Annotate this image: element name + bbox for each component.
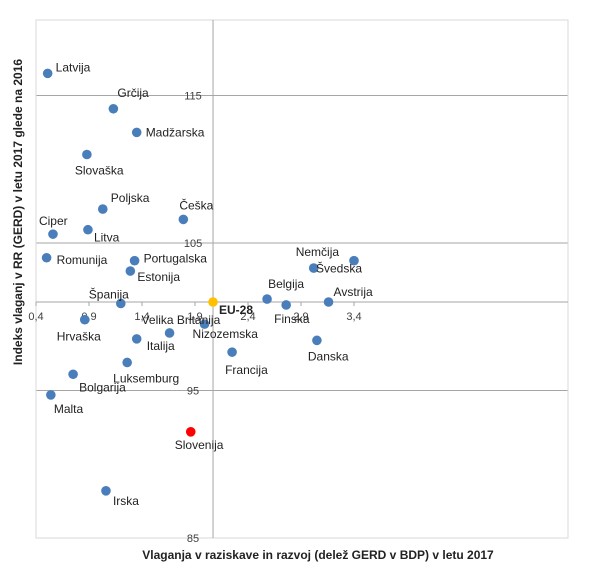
x-tick-label: 2,9: [293, 311, 308, 323]
point-poljska: [97, 204, 108, 214]
point-labels: Latvija Grčija Madžarska Slovaška Poljska Češ…: [39, 60, 373, 507]
point-velika-britanija: [164, 328, 175, 338]
point-label: Nizozemska: [193, 327, 259, 341]
point-hrvaška: [79, 314, 90, 325]
point-španija: [116, 298, 126, 309]
y-tick-label: 105: [184, 238, 202, 250]
point-litva: [83, 224, 93, 235]
point-label: Velika Britanija: [142, 313, 221, 327]
point-bolgarija: [68, 369, 78, 380]
point-madžarska: [131, 127, 142, 138]
point-estonija: [125, 266, 136, 276]
point-label: Finska: [274, 312, 310, 326]
point-label: Francija: [225, 363, 268, 377]
x-axis-title: Vlaganja v raziskave in razvoj (delež GE…: [142, 548, 494, 562]
point-label: Švedska: [316, 261, 362, 276]
point-label: Malta: [54, 402, 84, 416]
x-tick-label: 1,9: [187, 311, 202, 323]
point-label: Estonija: [137, 270, 180, 284]
point-romunija: [41, 252, 52, 263]
point-label: EU-28: [219, 303, 253, 317]
x-tick-label: 1,4: [134, 311, 149, 323]
point-švedska: [349, 255, 359, 266]
point-label: Nemčija: [296, 245, 340, 259]
point-label: Danska: [308, 349, 349, 363]
point-label: Grčija: [117, 86, 149, 100]
point-slovenija: [185, 427, 196, 437]
point-label: Poljska: [111, 191, 150, 205]
point-portugalska: [129, 255, 140, 266]
point-label: Madžarska: [146, 125, 205, 139]
point-nizozemska: [199, 319, 210, 329]
point-label: Avstrija: [334, 285, 373, 299]
plot-area-border: [35, 19, 569, 539]
x-tick-label: 2,4: [240, 311, 255, 323]
point-češka: [178, 214, 189, 225]
point-label: Irska: [113, 494, 139, 508]
point-irska: [101, 486, 111, 496]
point-francija: [227, 347, 237, 357]
point-nemčija: [308, 263, 319, 273]
point-label: Romunija: [57, 253, 108, 267]
point-grčija: [108, 103, 119, 114]
point-danska: [312, 335, 322, 346]
data-points: [41, 68, 359, 496]
point-belgija: [262, 294, 272, 304]
point-label: Latvija: [56, 60, 91, 74]
y-tick-label: 95: [187, 386, 199, 398]
point-eu-28: [208, 297, 218, 307]
point-label: Češka: [179, 197, 213, 212]
point-label: Slovaška: [75, 164, 124, 178]
x-tick-label: 0,4: [28, 311, 43, 323]
point-label: Ciper: [39, 214, 68, 228]
point-label: Bolgarija: [79, 380, 126, 394]
point-latvija: [42, 68, 53, 79]
point-label: Italija: [147, 339, 175, 353]
point-malta: [46, 390, 56, 400]
point-label: Luksemburg: [113, 371, 179, 385]
point-label: Slovenija: [175, 438, 224, 452]
point-label: Španija: [89, 286, 129, 301]
y-tick-label: 85: [187, 533, 199, 545]
point-avstrija: [323, 297, 334, 307]
point-luksemburg: [122, 357, 132, 368]
point-italija: [131, 334, 142, 344]
x-tick-label: 3,4: [346, 311, 361, 323]
point-label: Hrvaška: [57, 330, 101, 344]
point-label: Litva: [94, 231, 120, 245]
point-label: Portugalska: [144, 252, 208, 266]
y-tick-label: 115: [184, 91, 202, 103]
point-finska: [281, 300, 291, 310]
point-slovaška: [82, 149, 92, 160]
point-ciper: [48, 229, 58, 239]
y-axis-title: Indeks vlaganj v RR (GERD) v letu 2017 g…: [11, 59, 25, 365]
point-label: Belgija: [268, 277, 304, 291]
